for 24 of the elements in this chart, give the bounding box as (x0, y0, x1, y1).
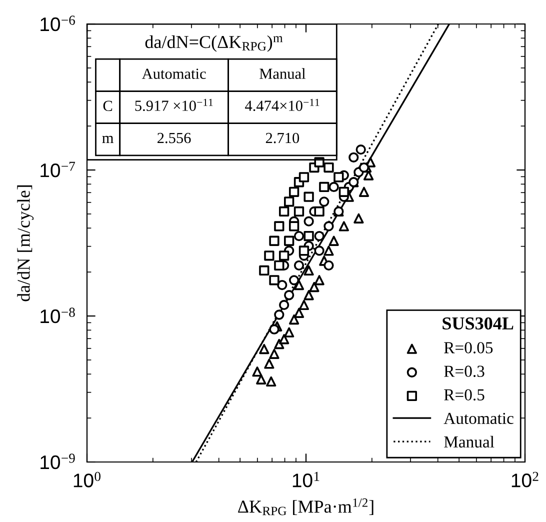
annotation: 2.556 (158, 132, 191, 144)
legend-label: R=0.05 (444, 342, 493, 354)
legend-label: Automatic (444, 412, 514, 424)
x-tick-label: 10$^{1}$ (292, 472, 320, 488)
y-axis-title: da/dN [m/cycle] (17, 185, 34, 302)
annotation: 2.710 (266, 132, 300, 144)
annotation: Manual (260, 68, 306, 79)
annotation: da/dN=C(ΔK$_{RPG}$)$^{m}$ (145, 35, 283, 52)
y-tick-label: 10$^{−6}$ (40, 16, 75, 32)
annotation: Automatic (142, 68, 206, 79)
legend-label: R=0.3 (444, 366, 484, 377)
y-tick-label: 10$^{−9}$ (40, 454, 75, 470)
x-tick-label: 10$^{2}$ (512, 472, 538, 488)
annotation: 5.917 ×10$^{−11}$ (135, 98, 213, 112)
annotation: C (103, 100, 112, 112)
x-axis-title: ΔK$_{RPG}$ [MPa·m$^{1/2}$] (238, 498, 374, 516)
annotation: m (102, 136, 114, 144)
x-tick-label: 10$^{0}$ (74, 472, 100, 488)
legend-label: Manual (444, 436, 494, 448)
annotation: 4.474×10$^{−11}$ (245, 98, 320, 112)
legend-title: SUS304L (442, 317, 514, 330)
legend-label: R=0.5 (444, 389, 484, 401)
y-tick-label: 10$^{−8}$ (40, 308, 75, 324)
y-tick-label: 10$^{−7}$ (40, 162, 76, 178)
